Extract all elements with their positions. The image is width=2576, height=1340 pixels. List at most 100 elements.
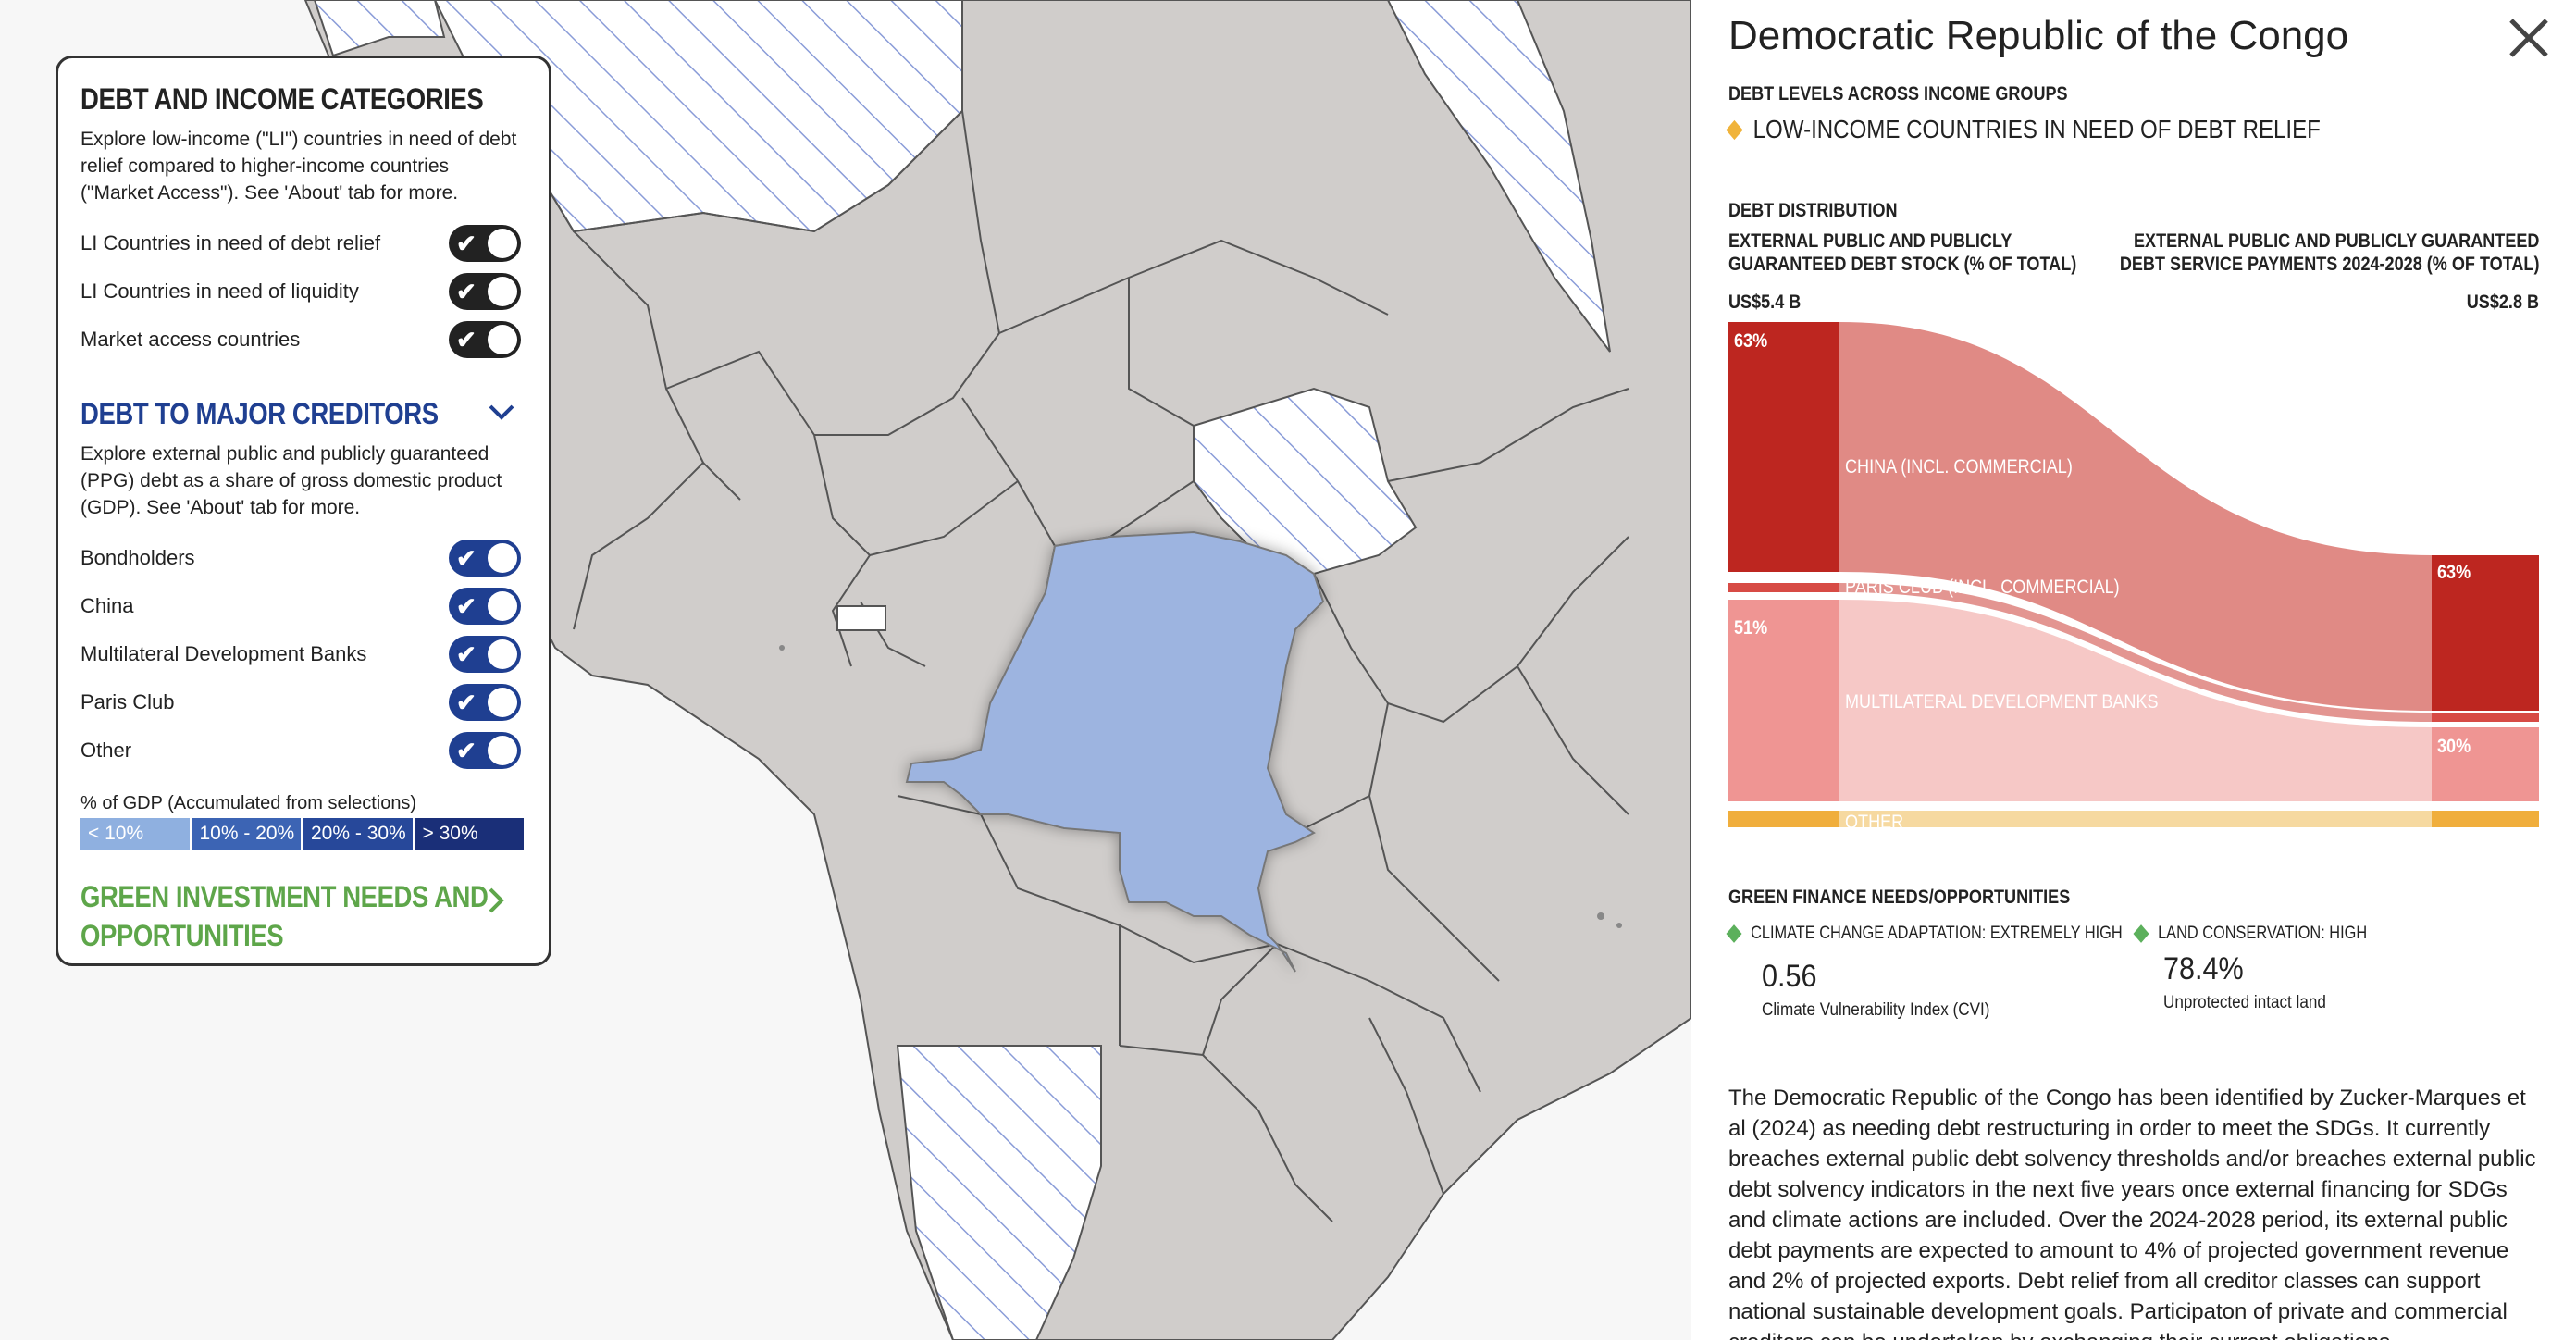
creditors-section-header[interactable]: DEBT TO MAJOR CREDITORS: [80, 397, 526, 431]
toggle-row-li-liquidity[interactable]: LI Countries in need of liquidity ✔: [80, 267, 526, 316]
sankey-right-heading: EXTERNAL PUBLIC AND PUBLICLY GUARANTEED …: [2119, 230, 2539, 276]
green-title-line2: OPPORTUNITIES: [80, 919, 284, 952]
sankey-right-heading-line: EXTERNAL PUBLIC AND PUBLICLY GUARANTEED: [2133, 230, 2539, 252]
filter-panel: DEBT AND INCOME CATEGORIES Explore low-i…: [56, 56, 551, 966]
check-icon: ✔: [456, 640, 477, 668]
toggle-knob: [488, 639, 517, 669]
node-left-china[interactable]: [1728, 322, 1839, 572]
sankey-left-heading-line: GUARANTEED DEBT STOCK (% OF TOTAL): [1728, 254, 2077, 275]
node-right-mdb[interactable]: [2432, 727, 2539, 801]
check-icon: ✔: [456, 278, 477, 305]
toggle-switch-mdb[interactable]: ✔: [449, 636, 521, 673]
close-icon[interactable]: [2506, 15, 2552, 61]
diamond-icon: [1726, 119, 1743, 140]
toggle-row-li-debt-relief[interactable]: LI Countries in need of debt relief ✔: [80, 219, 526, 267]
creditor-toggles: Bondholders ✔ China ✔ Multilateral Devel…: [80, 534, 526, 775]
chevron-right-icon[interactable]: [486, 887, 506, 914]
green-section-header[interactable]: GREEN INVESTMENT NEEDS AND OPPORTUNITIES: [80, 877, 526, 955]
creditors-description: Explore external public and publicly gua…: [80, 443, 502, 518]
check-icon: ✔: [456, 230, 477, 257]
chevron-down-icon[interactable]: [488, 401, 515, 423]
toggle-label: Multilateral Development Banks: [80, 642, 367, 665]
metric-climate-sub: Climate Vulnerability Index (CVI): [1762, 1000, 1990, 1020]
debt-income-toggles: LI Countries in need of debt relief ✔ LI…: [80, 219, 526, 364]
label-other: OTHER: [1845, 812, 1904, 833]
node-left-other[interactable]: [1728, 811, 1839, 827]
metric-land: LAND CONSERVATION: HIGH 78.4% Unprotecte…: [2133, 922, 2524, 1013]
selected-country-drc[interactable]: [905, 530, 1325, 973]
toggle-row-china[interactable]: China ✔: [80, 582, 526, 630]
toggle-knob: [488, 591, 517, 621]
diamond-icon: [2133, 924, 2149, 943]
legend-item: > 30%: [415, 818, 526, 850]
country-description: The Democratic Republic of the Congo has…: [1728, 1086, 2536, 1340]
toggle-knob: [488, 277, 517, 306]
toggle-switch-market-access[interactable]: ✔: [449, 321, 521, 358]
sankey-chart: [1728, 322, 2539, 827]
node-left-mdb[interactable]: [1728, 600, 1839, 801]
flow-china[interactable]: [1839, 322, 2432, 711]
flow-other[interactable]: [1839, 811, 2432, 827]
toggle-switch-bondholders[interactable]: ✔: [449, 540, 521, 577]
legend-item: 10% - 20%: [192, 818, 303, 850]
diamond-icon: [1726, 924, 1742, 943]
island-dot: [1597, 912, 1604, 920]
africa-map[interactable]: [0, 0, 1691, 1340]
island-dot: [1616, 923, 1622, 928]
legend-item: < 10%: [80, 818, 192, 850]
toggle-row-mdb[interactable]: Multilateral Development Banks ✔: [80, 630, 526, 678]
check-icon: ✔: [456, 326, 477, 354]
sankey-left-heading-line: EXTERNAL PUBLIC AND PUBLICLY: [1728, 230, 2012, 252]
toggle-row-other[interactable]: Other ✔: [80, 726, 526, 775]
metric-land-label: LAND CONSERVATION: HIGH: [2158, 924, 2368, 943]
metric-climate-label-row: CLIMATE CHANGE ADAPTATION: EXTREMELY HIG…: [1726, 922, 2126, 946]
label-china: CHINA (INCL. COMMERCIAL): [1845, 456, 2073, 478]
map-area[interactable]: [0, 0, 1691, 1340]
hatched-region-south-sudan: [1193, 387, 1418, 576]
toggle-row-market-access[interactable]: Market access countries ✔: [80, 316, 526, 364]
label-left-china-pct: 63%: [1734, 330, 1768, 352]
sankey-left-heading: EXTERNAL PUBLIC AND PUBLICLY GUARANTEED …: [1728, 230, 2076, 276]
metric-climate-value: 0.56: [1762, 959, 1817, 994]
income-group-value-row: LOW-INCOME COUNTRIES IN NEED OF DEBT REL…: [1726, 115, 2425, 144]
toggle-switch-li-liquidity[interactable]: ✔: [449, 273, 521, 310]
toggle-label: Market access countries: [80, 328, 301, 351]
toggle-label: China: [80, 594, 134, 617]
country-detail-panel: Democratic Republic of the Congo DEBT LE…: [1691, 0, 2576, 1340]
metric-land-sub: Unprotected intact land: [2163, 993, 2326, 1012]
toggle-switch-china[interactable]: ✔: [449, 588, 521, 625]
toggle-knob: [488, 229, 517, 258]
metric-climate: CLIMATE CHANGE ADAPTATION: EXTREMELY HIG…: [1726, 922, 2136, 1021]
toggle-switch-paris-club[interactable]: ✔: [449, 684, 521, 721]
toggle-knob: [488, 736, 517, 765]
right-total: US$2.8 B: [2466, 292, 2539, 313]
legend-item: 20% - 30%: [303, 818, 415, 850]
metric-land-value: 78.4%: [2163, 951, 2244, 986]
hatched-region-northeast: [1386, 0, 1611, 353]
legend-caption: % of GDP (Accumulated from selections): [80, 793, 417, 813]
country-title: Democratic Republic of the Congo: [1728, 13, 2349, 58]
island-dot: [779, 645, 785, 651]
label-mdb: MULTILATERAL DEVELOPMENT BANKS: [1845, 691, 2159, 713]
toggle-switch-other[interactable]: ✔: [449, 732, 521, 769]
flow-mdb[interactable]: [1839, 600, 2432, 801]
label-right-china-pct: 63%: [2437, 562, 2471, 583]
node-left-paris[interactable]: [1728, 583, 1839, 592]
toggle-knob: [488, 688, 517, 717]
node-right-china[interactable]: [2432, 555, 2539, 711]
distribution-heading: DEBT DISTRIBUTION: [1728, 200, 1898, 221]
check-icon: ✔: [456, 689, 477, 716]
toggle-row-bondholders[interactable]: Bondholders ✔: [80, 534, 526, 582]
node-right-paris[interactable]: [2432, 713, 2539, 722]
sankey-block: EXTERNAL PUBLIC AND PUBLICLY GUARANTEED …: [1728, 230, 2539, 840]
gdp-legend: < 10% 10% - 20% 20% - 30% > 30%: [80, 818, 526, 850]
small-country: [836, 605, 886, 631]
toggle-row-paris-club[interactable]: Paris Club ✔: [80, 678, 526, 726]
toggle-label: Other: [80, 738, 132, 762]
check-icon: ✔: [456, 544, 477, 572]
hatched-region-south: [896, 1045, 1102, 1340]
toggle-knob: [488, 543, 517, 573]
label-paris: PARIS CLUB (INCL. COMMERCIAL): [1845, 577, 2120, 598]
toggle-switch-li-debt-relief[interactable]: ✔: [449, 225, 521, 262]
node-right-other[interactable]: [2432, 811, 2539, 827]
